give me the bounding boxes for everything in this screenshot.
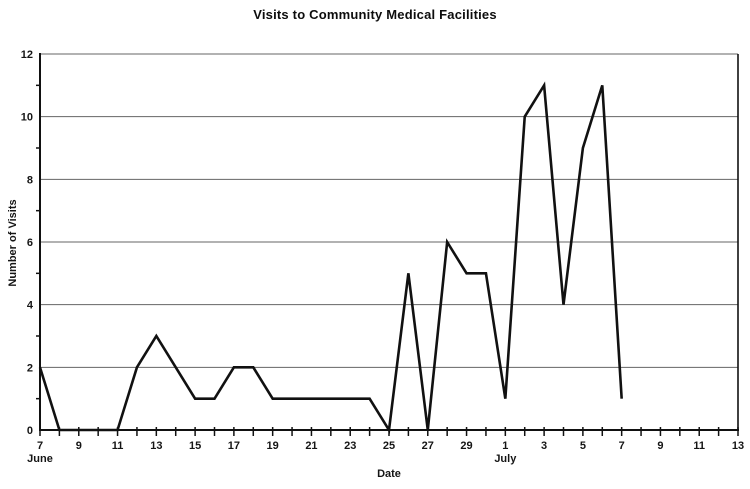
x-tick-label: 21	[305, 440, 317, 452]
x-tick-label: 13	[732, 440, 744, 452]
chart-title: Visits to Community Medical Facilities	[253, 7, 497, 22]
x-tick-label: 9	[657, 440, 663, 452]
x-month-label: July	[494, 453, 517, 465]
x-tick-label: 9	[76, 440, 82, 452]
x-tick-label: 7	[37, 440, 43, 452]
x-tick-label: 3	[541, 440, 547, 452]
y-tick-label: 2	[27, 362, 33, 374]
x-tick-label: 13	[150, 440, 162, 452]
y-tick-label: 10	[21, 112, 33, 124]
y-tick-label: 12	[21, 49, 33, 61]
y-tick-label: 6	[27, 237, 33, 249]
x-tick-label: 7	[619, 440, 625, 452]
x-tick-label: 5	[580, 440, 586, 452]
data-line	[38, 81, 623, 434]
x-axis-title: Date	[377, 468, 401, 480]
x-tick-label: 1	[502, 440, 508, 452]
x-tick-label: 15	[189, 440, 201, 452]
x-tick-label: 11	[693, 440, 705, 452]
x-month-label: June	[27, 453, 53, 465]
x-tick-label: 25	[383, 440, 395, 452]
y-tick-label: 8	[27, 174, 33, 186]
x-tick-label: 17	[228, 440, 240, 452]
x-tick-label: 29	[460, 440, 472, 452]
x-tick-label: 23	[344, 440, 356, 452]
x-tick-label: 27	[422, 440, 434, 452]
y-tick-label: 0	[27, 425, 33, 437]
y-tick-label: 4	[27, 300, 34, 312]
x-tick-label: 19	[267, 440, 279, 452]
x-tick-label: 11	[112, 440, 124, 452]
